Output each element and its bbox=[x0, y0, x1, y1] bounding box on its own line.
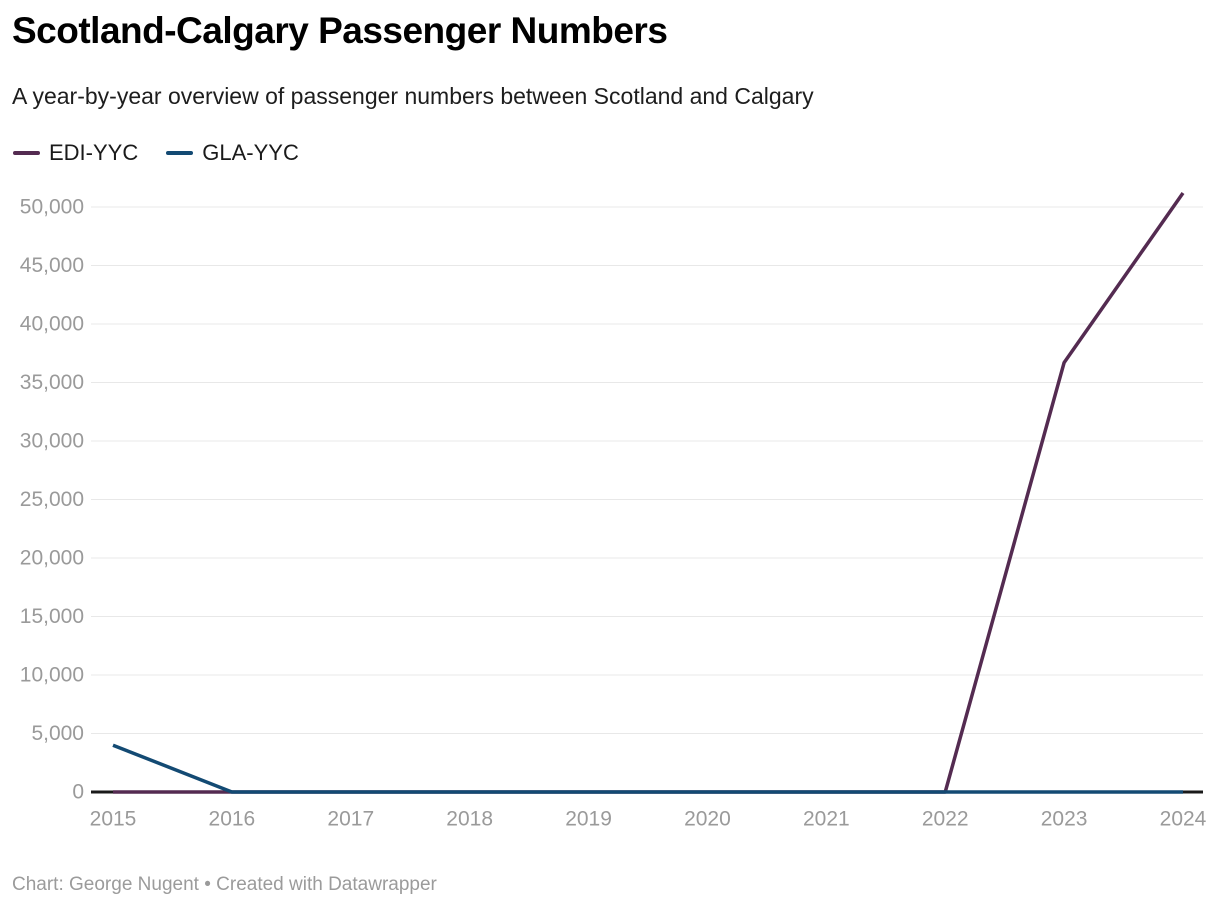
data-line-gla-yyc[interactable] bbox=[112, 743, 1183, 794]
x-axis-tick-label: 2024 bbox=[1160, 808, 1207, 831]
y-axis-tick-label: 25,000 bbox=[20, 488, 84, 511]
chart-title: Scotland-Calgary Passenger Numbers bbox=[12, 10, 668, 51]
line-swatch-icon bbox=[13, 151, 40, 155]
legend: EDI-YYC GLA-YYC bbox=[13, 140, 299, 166]
legend-label: GLA-YYC bbox=[202, 140, 299, 165]
x-axis-tick-label: 2018 bbox=[446, 808, 493, 831]
data-line-edi-yyc[interactable] bbox=[113, 191, 1185, 794]
x-axis-tick-label: 2022 bbox=[922, 808, 969, 831]
line-chart-plot-area: 0 5,000 10,000 15,000 20,000 25,000 30,000 35,0… bbox=[20, 191, 1207, 831]
legend-item-edi-yyc: EDI-YYC bbox=[13, 140, 138, 166]
x-axis-tick-label: 2016 bbox=[209, 808, 256, 831]
y-axis-tick-label: 45,000 bbox=[20, 254, 84, 277]
line-swatch-icon bbox=[166, 151, 194, 155]
x-axis-tick-label: 2023 bbox=[1041, 808, 1088, 831]
chart-footer-attribution: Chart: George Nugent • Created with Data… bbox=[12, 874, 437, 895]
x-axis-tick-label: 2017 bbox=[327, 808, 374, 831]
legend-item-gla-yyc: GLA-YYC bbox=[166, 140, 299, 166]
y-axis-tick-label: 35,000 bbox=[20, 371, 84, 394]
x-axis-tick-label: 2021 bbox=[803, 808, 850, 831]
y-axis-tick-label: 40,000 bbox=[20, 313, 84, 336]
x-axis-tick-label: 2019 bbox=[565, 808, 612, 831]
y-axis-tick-label: 15,000 bbox=[20, 605, 84, 628]
y-axis-tick-label: 10,000 bbox=[20, 664, 84, 687]
y-axis-tick-label: 50,000 bbox=[20, 196, 84, 219]
y-axis-tick-label: 20,000 bbox=[20, 547, 84, 570]
x-axis-tick-label: 2020 bbox=[684, 808, 731, 831]
y-axis-tick-label: 0 bbox=[72, 781, 84, 804]
y-axis-tick-label: 30,000 bbox=[20, 430, 84, 453]
y-axis-tick-label: 5,000 bbox=[31, 722, 84, 745]
legend-label: EDI-YYC bbox=[49, 140, 139, 165]
chart-subtitle: A year-by-year overview of passenger num… bbox=[12, 83, 814, 109]
x-axis-tick-label: 2015 bbox=[90, 808, 137, 831]
